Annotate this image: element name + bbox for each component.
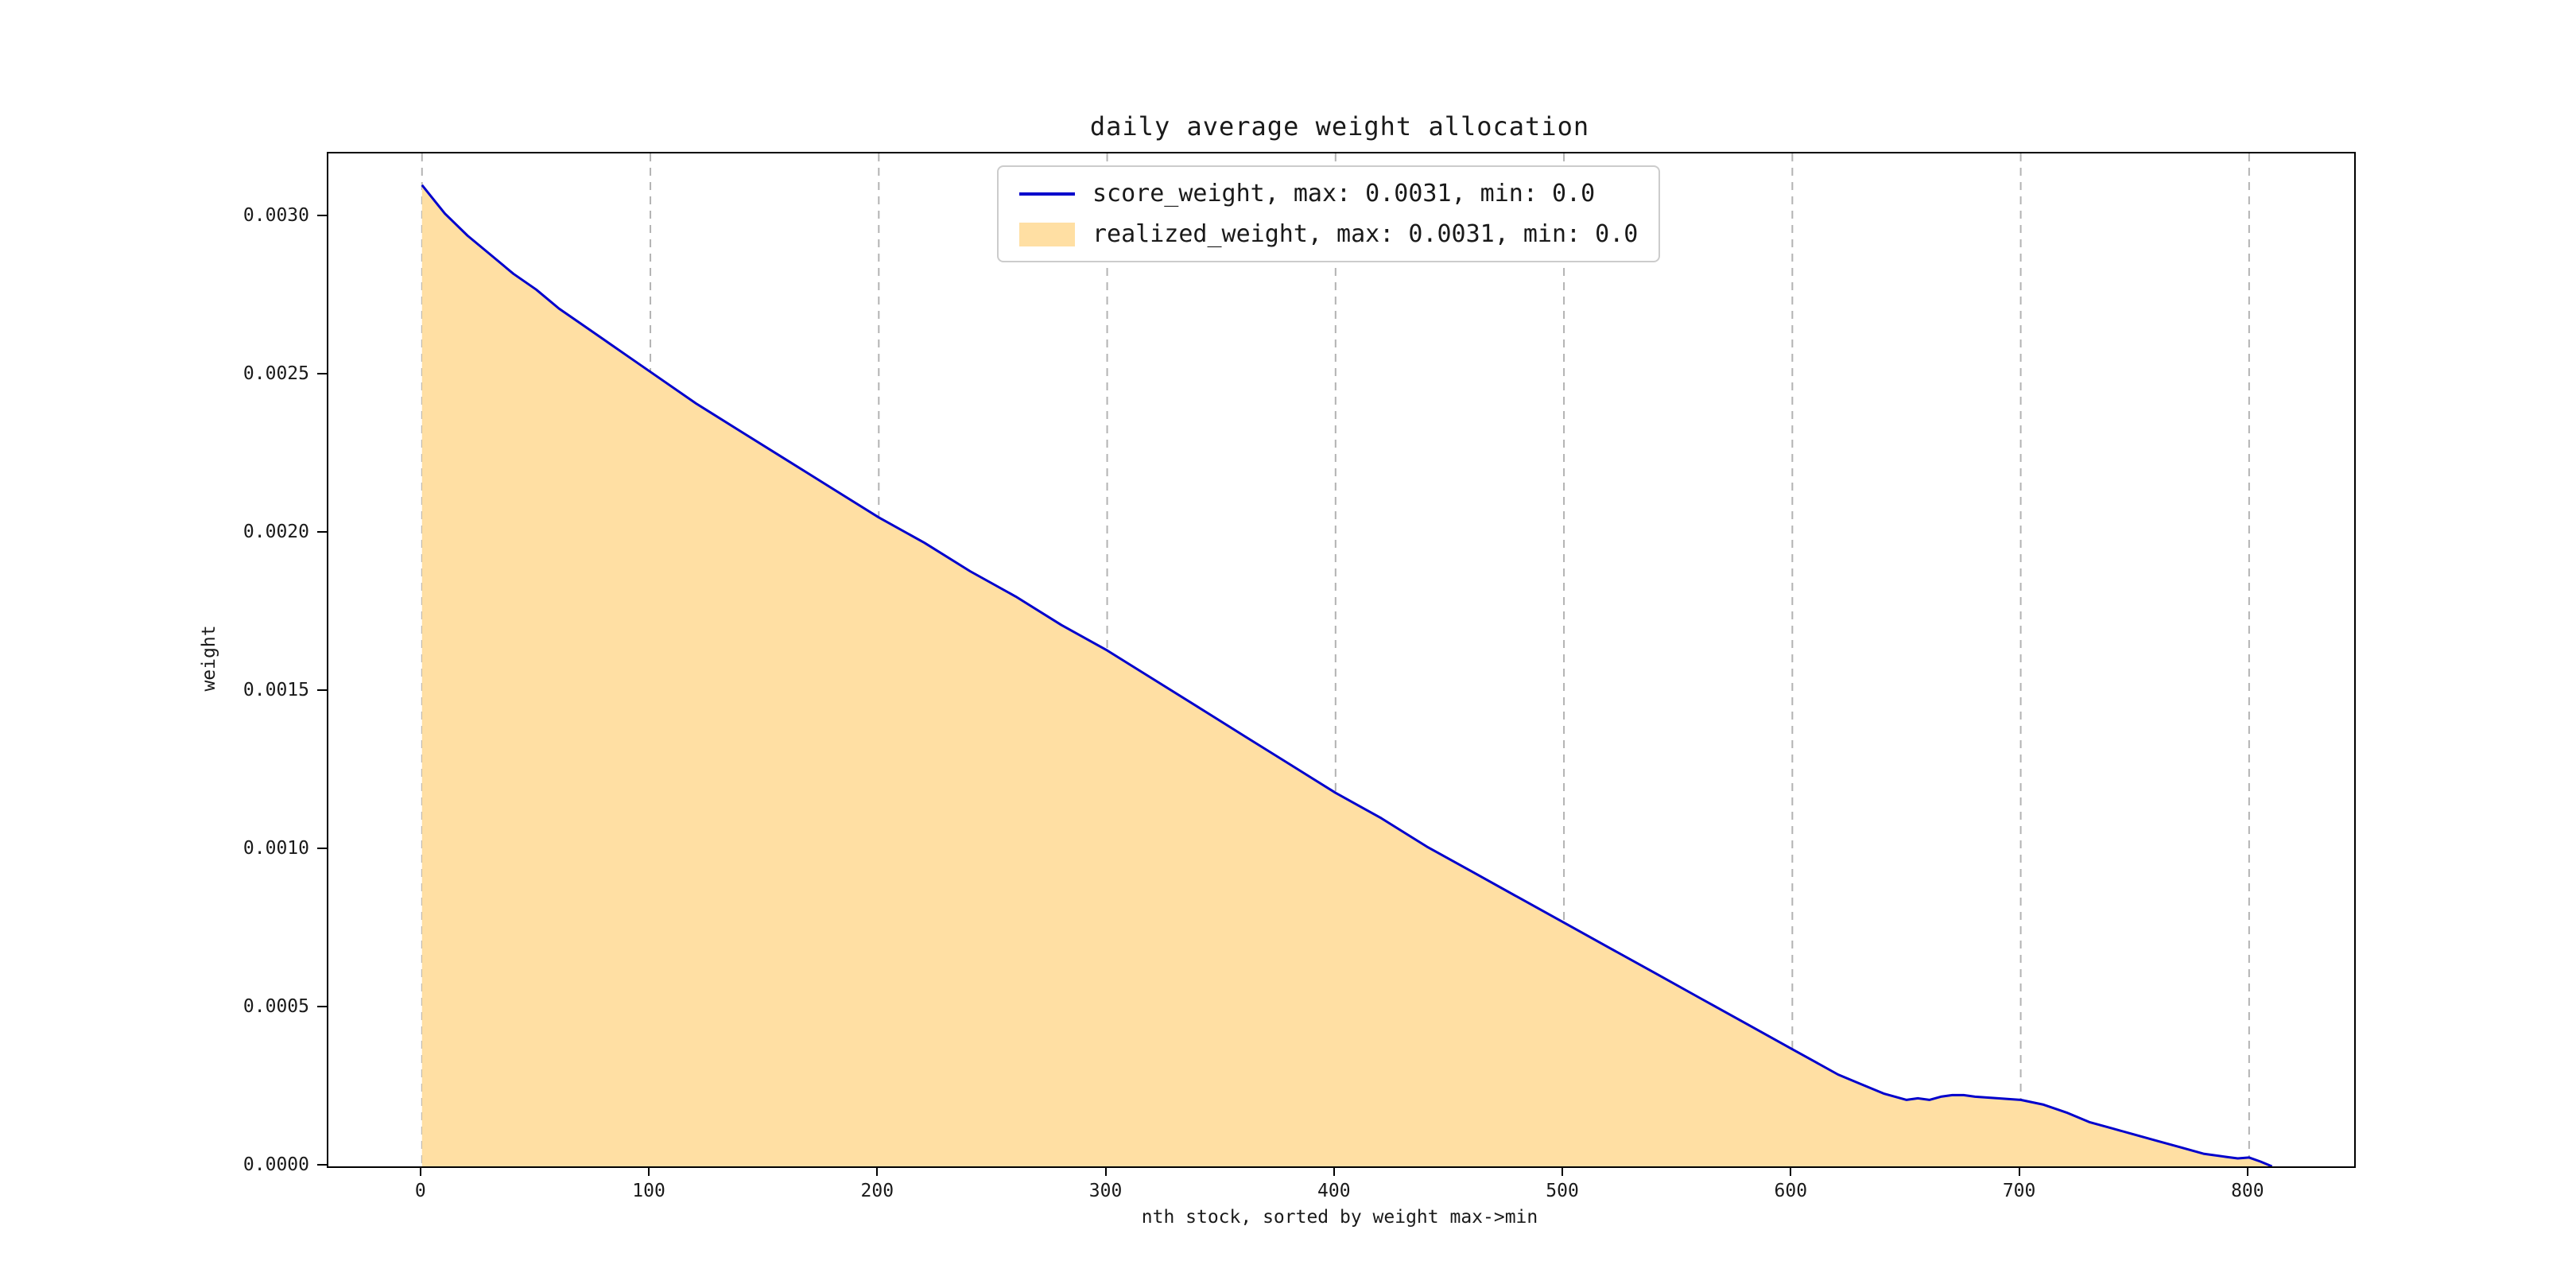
y-tick-mark bbox=[317, 689, 327, 691]
x-tick-label: 100 bbox=[632, 1181, 665, 1201]
x-tick-mark bbox=[648, 1166, 650, 1176]
y-tick-label: 0.0025 bbox=[242, 363, 309, 384]
legend: score_weight, max: 0.0031, min: 0.0 reali… bbox=[997, 165, 1661, 262]
y-tick-mark bbox=[317, 530, 327, 533]
legend-line-swatch bbox=[1019, 192, 1075, 196]
x-tick-label: 800 bbox=[2231, 1181, 2264, 1201]
series-realized-weight-area bbox=[421, 184, 2272, 1166]
y-tick-label: 0.0015 bbox=[242, 679, 309, 700]
plot-area bbox=[327, 152, 2356, 1168]
y-tick-label: 0.0005 bbox=[242, 995, 309, 1017]
x-tick-mark bbox=[419, 1166, 421, 1176]
x-tick-mark bbox=[2246, 1166, 2248, 1176]
y-tick-mark bbox=[317, 214, 327, 216]
x-tick-label: 0 bbox=[414, 1181, 426, 1201]
x-tick-mark bbox=[2018, 1166, 2020, 1176]
y-tick-mark bbox=[317, 1164, 327, 1166]
x-tick-mark bbox=[876, 1166, 879, 1176]
y-tick-label: 0.0010 bbox=[242, 837, 309, 859]
chart-title: daily average weight allocation bbox=[1089, 111, 1590, 142]
y-tick-mark bbox=[317, 1005, 327, 1007]
legend-label: realized_weight, max: 0.0031, min: 0.0 bbox=[1092, 220, 1639, 248]
x-tick-mark bbox=[1104, 1166, 1107, 1176]
series-score-weight-line bbox=[421, 184, 2273, 1166]
y-tick-label: 0.0000 bbox=[242, 1154, 309, 1175]
x-tick-label: 400 bbox=[1317, 1181, 1351, 1201]
x-tick-mark bbox=[1790, 1166, 1792, 1176]
y-tick-label: 0.0020 bbox=[242, 521, 309, 542]
x-tick-label: 600 bbox=[1774, 1181, 1808, 1201]
x-tick-mark bbox=[1562, 1166, 1564, 1176]
legend-item: score_weight, max: 0.0031, min: 0.0 bbox=[1019, 180, 1638, 208]
x-tick-label: 300 bbox=[1088, 1181, 1123, 1201]
legend-item: realized_weight, max: 0.0031, min: 0.0 bbox=[1019, 220, 1638, 248]
x-tick-mark bbox=[1333, 1166, 1335, 1176]
x-tick-label: 500 bbox=[1546, 1181, 1579, 1201]
x-tick-label: 700 bbox=[2002, 1181, 2036, 1201]
x-axis-label: nth stock, sorted by weight max->min bbox=[1141, 1207, 1538, 1228]
plot-canvas bbox=[421, 153, 2273, 1166]
x-tick-label: 200 bbox=[860, 1181, 894, 1201]
legend-label: score_weight, max: 0.0031, min: 0.0 bbox=[1092, 180, 1596, 208]
legend-patch-swatch bbox=[1019, 222, 1075, 246]
y-tick-label: 0.0030 bbox=[242, 204, 309, 226]
y-tick-mark bbox=[317, 372, 327, 374]
y-tick-mark bbox=[317, 847, 327, 849]
